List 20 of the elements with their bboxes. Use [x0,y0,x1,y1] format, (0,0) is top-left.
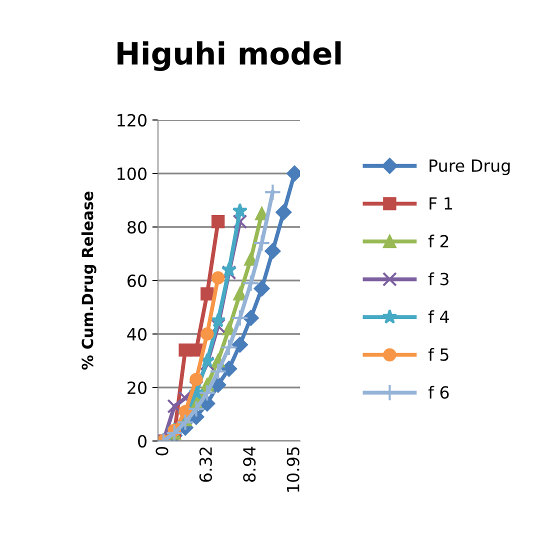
x-tick-label: 6.32 [199,448,212,482]
legend-label: f 5 [428,348,448,361]
y-tick-label: 0 [138,434,146,448]
legend-label: f 6 [428,386,449,399]
legend-label: f 4 [428,310,449,323]
y-tick-label: 40 [127,328,146,341]
y-tick-label: 120 [118,114,146,127]
x-tick-label: 8.94 [243,446,256,482]
legend-label: f 3 [428,272,448,286]
y-tick-label: 100 [118,167,146,180]
y-axis-title: % Cum.Drug Release [81,192,96,370]
legend-label: f 2 [428,234,448,248]
legend-label: F 1 [430,197,452,210]
x-tick-label: 0 [156,446,168,456]
y-tick-label: 80 [128,220,146,234]
legend-label: Pure Drug [430,160,510,176]
y-tick-label: 20 [128,381,146,394]
chart-title: Higuhi model [118,41,341,72]
x-tick-label: 10.95 [286,447,300,492]
y-tick-label: 60 [128,274,146,288]
